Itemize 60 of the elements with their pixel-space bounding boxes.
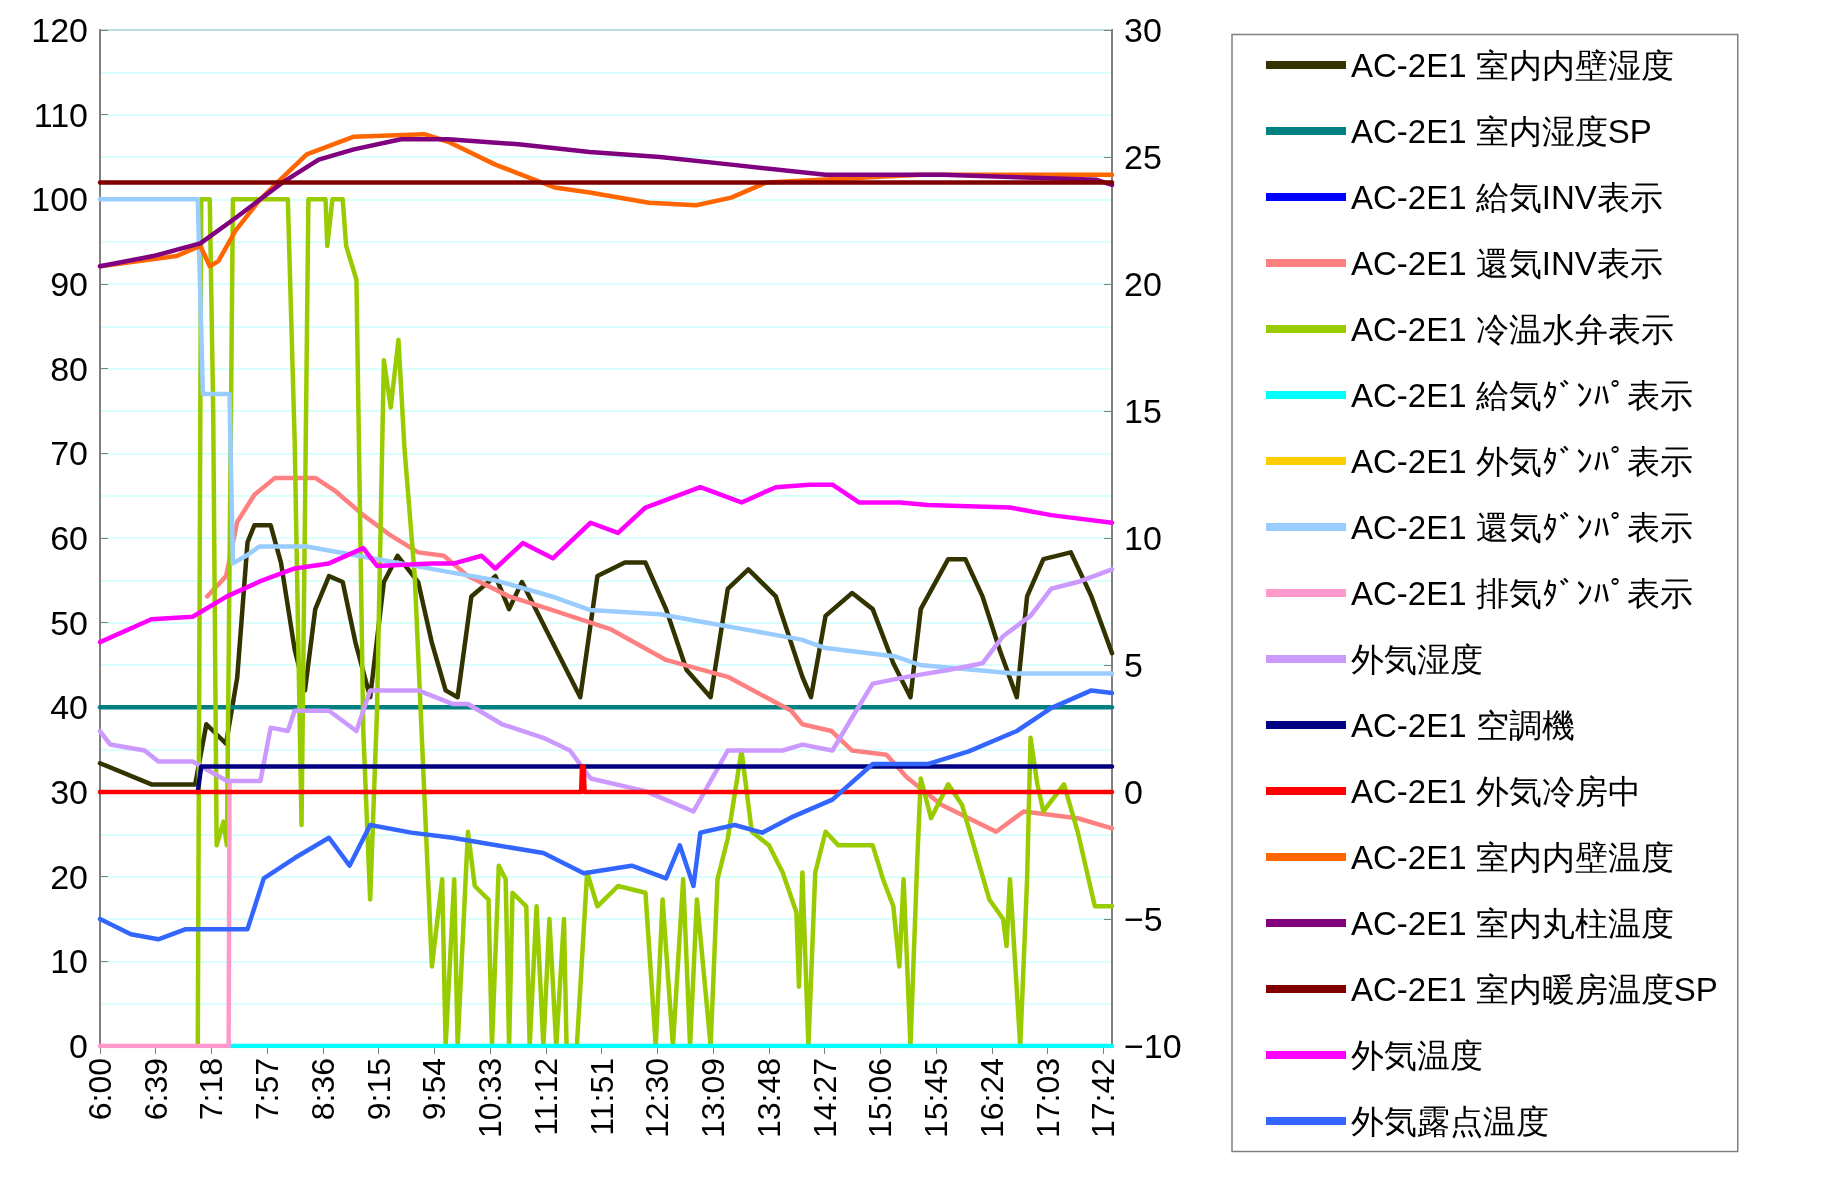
x-tick-label: 7:18	[193, 1058, 230, 1121]
y-tick-label: 60	[50, 519, 88, 557]
legend-label: AC-2E1 還気INV表示	[1351, 244, 1663, 282]
legend-label: 外気温度	[1351, 1036, 1483, 1074]
line-series	[97, 688, 1115, 942]
y-tick-label: 100	[31, 180, 88, 219]
y2-tick-label: 15	[1124, 392, 1162, 430]
x-tick-label: 15:45	[918, 1058, 955, 1139]
x-tick-label: 13:09	[695, 1058, 732, 1139]
legend-label: AC-2E1 室内丸柱温度	[1351, 904, 1674, 942]
legend-label: AC-2E1 外気冷房中	[1351, 772, 1641, 810]
y-tick-label: 110	[33, 95, 88, 134]
y2-tick-label: −10	[1124, 1027, 1182, 1065]
y-tick-label: 10	[50, 942, 88, 981]
line-series	[97, 482, 1115, 645]
y2-tick-label: 10	[1124, 519, 1162, 557]
legend-label: AC-2E1 給気INV表示	[1351, 178, 1663, 216]
y2-tick-label: 20	[1124, 265, 1162, 303]
x-tick-label: 13:48	[750, 1058, 787, 1139]
x-tick-label: 8:36	[304, 1058, 341, 1121]
x-tick-label: 7:57	[249, 1058, 286, 1121]
y2-tick-label: 25	[1124, 138, 1162, 176]
legend-label: 外気湿度	[1351, 640, 1483, 678]
legend-label: AC-2E1 外気ﾀﾞﾝﾊﾟ表示	[1351, 442, 1693, 480]
legend-label: 外気露点温度	[1351, 1102, 1549, 1140]
legend-label: AC-2E1 室内暖房温度SP	[1351, 970, 1718, 1008]
y-tick-label: 30	[50, 773, 88, 811]
x-tick-label: 12:30	[639, 1058, 676, 1139]
line-series	[97, 197, 1115, 676]
line-series	[97, 567, 1115, 814]
y2-tick-label: 30	[1124, 11, 1162, 49]
legend-label: AC-2E1 室内内壁温度	[1351, 838, 1674, 876]
x-tick-label: 11:51	[583, 1058, 620, 1136]
y-tick-label: 20	[50, 857, 88, 896]
y2-tick-label: 0	[1124, 773, 1143, 811]
x-tick-label: 6:39	[137, 1058, 174, 1121]
legend-label: AC-2E1 還気ﾀﾞﾝﾊﾟ表示	[1351, 508, 1693, 546]
y-tick-label: 90	[50, 265, 88, 303]
legend-label: AC-2E1 室内湿度SP	[1351, 112, 1652, 150]
x-tick-label: 14:27	[806, 1058, 843, 1139]
x-tick-label: 17:03	[1029, 1058, 1066, 1139]
legend-label: AC-2E1 室内内壁湿度	[1351, 46, 1674, 84]
y-tick-label: 80	[50, 349, 88, 388]
y-tick-label: 40	[50, 688, 88, 727]
x-tick-label: 9:54	[416, 1058, 453, 1121]
x-tick-label: 10:33	[472, 1058, 509, 1139]
y-tick-label: 50	[50, 603, 88, 642]
x-tick-label: 16:24	[973, 1058, 1010, 1139]
y-tick-label: 70	[50, 434, 88, 473]
legend-label: AC-2E1 給気ﾀﾞﾝﾊﾟ表示	[1351, 376, 1693, 414]
x-tick-label: 17:42	[1085, 1058, 1122, 1139]
x-tick-label: 9:15	[360, 1058, 397, 1121]
x-tick-label: 11:12	[527, 1058, 564, 1136]
legend-label: AC-2E1 排気ﾀﾞﾝﾊﾟ表示	[1351, 574, 1693, 612]
legend-label: AC-2E1 冷温水弁表示	[1351, 310, 1674, 348]
legend-label: AC-2E1 空調機	[1351, 706, 1575, 744]
x-tick-label: 15:06	[862, 1058, 899, 1139]
y2-tick-label: −5	[1124, 900, 1163, 938]
y2-tick-label: 5	[1124, 646, 1143, 684]
y-tick-label: 120	[31, 11, 88, 49]
